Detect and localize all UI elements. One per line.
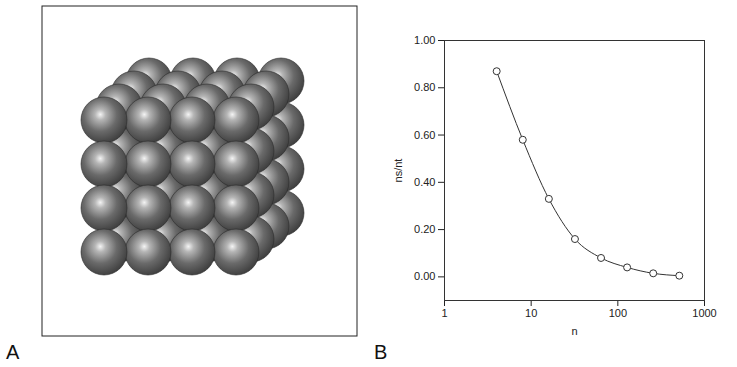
svg-text:0.40: 0.40 <box>414 176 435 188</box>
html-text:A: A <box>6 341 20 363</box>
svg-text:0.80: 0.80 <box>414 81 435 93</box>
svg-text:0.60: 0.60 <box>414 129 435 141</box>
svg-text:0.20: 0.20 <box>414 223 435 235</box>
svg-text:1000: 1000 <box>692 307 716 319</box>
svg-text:n: n <box>571 325 577 337</box>
svg-text:100: 100 <box>609 307 627 319</box>
svg-text:0.00: 0.00 <box>414 270 435 282</box>
svg-text:1.00: 1.00 <box>414 34 435 46</box>
svg-text:10: 10 <box>525 307 537 319</box>
svg-text:1: 1 <box>441 307 447 319</box>
svg-text:ns/nt: ns/nt <box>392 159 404 183</box>
html-text:B: B <box>374 341 388 363</box>
